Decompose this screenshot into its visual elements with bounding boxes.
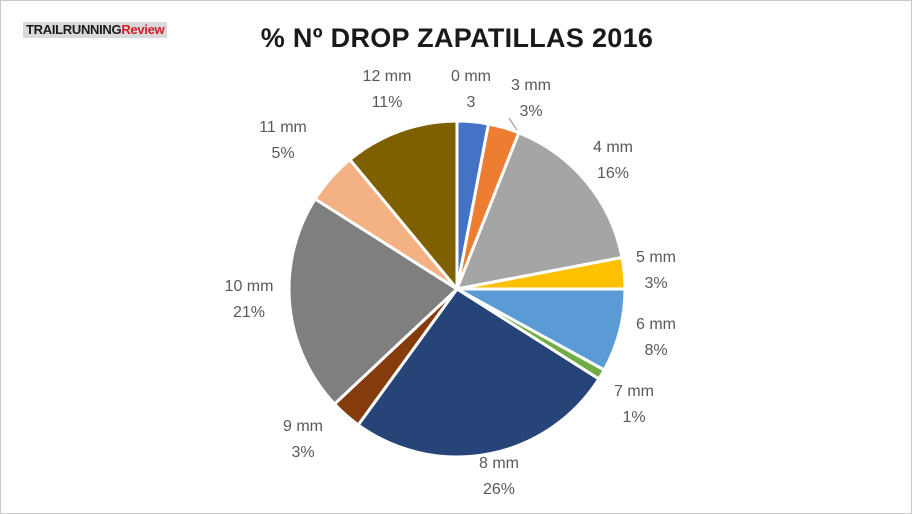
leader-line [508, 117, 518, 131]
slice-value-label-5-mm: 3% [644, 275, 667, 292]
slice-value-label-10-mm: 21% [233, 304, 265, 321]
slice-label-10-mm: 10 mm [225, 278, 274, 295]
slice-label-6-mm: 6 mm [636, 316, 676, 333]
pie-slice-10-mm [287, 197, 459, 406]
chart-title: % Nº DROP ZAPATILLAS 2016 [260, 23, 654, 53]
slice-label-12-mm: 12 mm [363, 68, 412, 85]
trailrunning-review-logo: TRAILRUNNINGReview [23, 22, 168, 38]
pie-labels: 0 mm 3 3 mm 3% 4 mm 16% 5 mm 3% 6 mm 8% 7 mm 1% 8 mm… [225, 68, 676, 498]
slice-label-4-mm: 4 mm [593, 139, 633, 156]
slice-label-3-mm: 3 mm [511, 77, 551, 94]
pie-slices [287, 119, 627, 459]
slice-label-5-mm: 5 mm [636, 249, 676, 266]
slice-label-0-mm: 0 mm [451, 68, 491, 85]
slice-value-label-8-mm: 26% [483, 481, 515, 498]
slice-label-7-mm: 7 mm [614, 383, 654, 400]
slice-value-label-0-mm: 3 [467, 94, 476, 111]
slice-value-label-11-mm: 5% [271, 145, 294, 162]
slice-value-label-12-mm: 11% [372, 94, 403, 111]
pie-slice-4-mm [455, 131, 624, 291]
logo-text-trailrunning: TRAILRUNNING [26, 22, 122, 37]
slice-label-11-mm: 11 mm [259, 119, 307, 136]
slice-value-label-4-mm: 16% [597, 165, 629, 182]
slice-value-label-6-mm: 8% [644, 342, 667, 359]
slice-label-8-mm: 8 mm [479, 455, 519, 472]
slice-value-label-3-mm: 3% [519, 103, 542, 120]
pie-slice-12-mm [348, 119, 459, 291]
slice-value-label-9-mm: 3% [291, 444, 314, 461]
logo-text-review: Review [121, 22, 165, 37]
pie-slice-8-mm [356, 287, 601, 459]
slice-label-9-mm: 9 mm [283, 418, 323, 435]
slice-value-label-7-mm: 1% [622, 409, 645, 426]
